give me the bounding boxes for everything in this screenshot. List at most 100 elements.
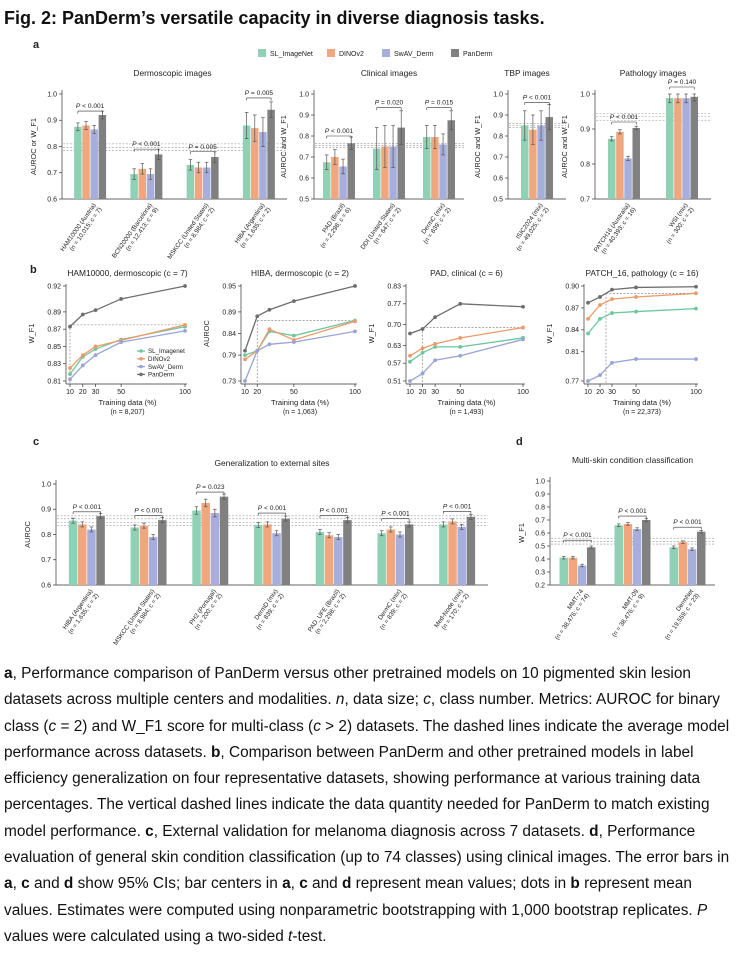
category-label: DermC (mix)(n = 839; c = 2) <box>373 588 409 631</box>
chart-title: PAD, clinical (c = 6) <box>430 268 503 278</box>
bar <box>334 537 343 585</box>
y-tick-label: 0.81 <box>565 349 579 356</box>
y-tick-label: 0.57 <box>387 361 401 368</box>
caption-text-d: , Performance evaluation of general skin… <box>4 822 730 867</box>
data-point <box>610 360 614 365</box>
figure-panels: abc dSL_ImageNet DINOv2 SwAV_Derm PanDermDer… <box>23 39 715 647</box>
bar <box>568 557 578 585</box>
y-tick-label: 0.6 <box>47 196 57 203</box>
y-tick-label: 0.7 <box>41 557 51 564</box>
chart-title: Clinical images <box>361 68 417 78</box>
x-tick-label: 30 <box>92 389 100 396</box>
p-value: < 0.001 <box>568 532 592 539</box>
x-tick-label: 10 <box>66 389 74 396</box>
p-value: = 0.020 <box>379 100 403 107</box>
data-point <box>68 377 72 382</box>
bar <box>623 523 633 585</box>
bar <box>281 518 290 585</box>
y-tick-label: 0.9 <box>580 126 590 133</box>
legend-label: DINOv2 <box>148 356 171 363</box>
data-point <box>610 311 614 315</box>
y-tick-label: 0.3 <box>535 569 545 576</box>
bar <box>202 167 211 199</box>
x-tick-label: 100 <box>517 389 529 396</box>
p-symbol: P <box>443 503 448 510</box>
p-symbol: P <box>134 508 139 515</box>
caption-label-b: b <box>211 743 221 761</box>
y-axis-label: AUROC <box>202 319 211 346</box>
caption-c-symbol-3: c <box>313 717 321 735</box>
data-point <box>420 346 425 351</box>
data-point <box>119 297 124 301</box>
data-point <box>458 336 463 340</box>
p-value: < 0.001 <box>80 103 104 110</box>
bar-chart-a: Pathology images 0.7 0.8 0.9 1.0 AUROC and W_… <box>560 68 711 255</box>
bar <box>431 137 439 199</box>
bar <box>98 115 107 199</box>
bar <box>138 168 147 199</box>
data-point <box>68 366 72 370</box>
legend-label: PanDerm <box>148 372 174 379</box>
data-point <box>353 284 357 288</box>
bar <box>82 125 90 199</box>
series-line <box>587 358 696 382</box>
category-label: MMT-09(n = 38,476; c = 9) <box>605 588 646 639</box>
category-label: WSI (mix)(n = 300; c = 2) <box>659 202 695 245</box>
category-label: MSKCC (United States)(n = 8,984; c = 2) <box>166 202 216 265</box>
data-point <box>586 331 590 336</box>
data-point <box>521 337 525 342</box>
data-point <box>420 350 425 355</box>
bar <box>447 120 455 199</box>
bar <box>331 157 339 199</box>
bar <box>682 98 690 199</box>
p-value-label: P < 0.001 <box>325 128 354 135</box>
p-symbol: P <box>618 508 623 515</box>
panel-letter-a: a <box>33 39 40 51</box>
data-point <box>267 327 272 332</box>
bar <box>632 529 642 585</box>
figure-caption: a, Performance comparison of PanDerm ver… <box>4 661 732 950</box>
data-point <box>458 344 463 349</box>
x-tick-label: 50 <box>117 389 125 396</box>
panel-letter-d: d <box>516 436 523 448</box>
y-axis-label: AUROC and W_F1 <box>560 115 569 178</box>
caption-and: and <box>29 875 64 893</box>
y-tick-label: 0.8 <box>580 161 590 168</box>
legend-marker <box>139 357 143 361</box>
bar <box>194 167 203 199</box>
bar <box>267 109 275 199</box>
bar-chart-c: Generalization to external sites 0.6 0.7 0.… <box>23 458 488 647</box>
p-symbol: P <box>673 519 678 526</box>
data-point <box>420 327 425 331</box>
p-value-label: P < 0.001 <box>134 508 163 515</box>
p-value: < 0.001 <box>139 508 163 515</box>
p-value-label: P < 0.001 <box>673 519 702 526</box>
caption-n-symbol: n <box>335 691 345 709</box>
bar <box>146 174 155 199</box>
data-point <box>255 314 260 319</box>
caption-errbar: show 95% CIs; bar centers in <box>73 875 283 893</box>
legend-swatch <box>451 49 459 57</box>
series-line <box>409 303 524 335</box>
chart-title: PATCH_16, pathology (c = 16) <box>585 268 698 278</box>
data-point <box>93 353 98 357</box>
x-axis-sublabel: (n = 1,063) <box>283 409 317 416</box>
y-tick-label: 0.84 <box>222 331 236 338</box>
bar <box>251 128 259 199</box>
p-value: < 0.001 <box>527 94 551 101</box>
x-tick-label: 20 <box>253 389 261 396</box>
legend-marker <box>139 372 143 377</box>
x-tick-label: 30 <box>431 389 439 396</box>
p-value-label: P = 0.005 <box>245 90 274 97</box>
data-point <box>183 284 187 288</box>
bar <box>373 148 381 199</box>
x-tick-label: 20 <box>419 389 427 396</box>
bar <box>674 98 682 199</box>
bar <box>616 131 624 199</box>
p-symbol: P <box>375 100 380 107</box>
category-label: HAM10000 (Austria)(n = 10,015; c = 7) <box>59 202 103 257</box>
bar <box>448 521 457 585</box>
y-tick-label: 0.9 <box>535 491 545 498</box>
y-tick-label: 0.77 <box>565 378 579 385</box>
caption-ref-a: a <box>4 875 13 893</box>
